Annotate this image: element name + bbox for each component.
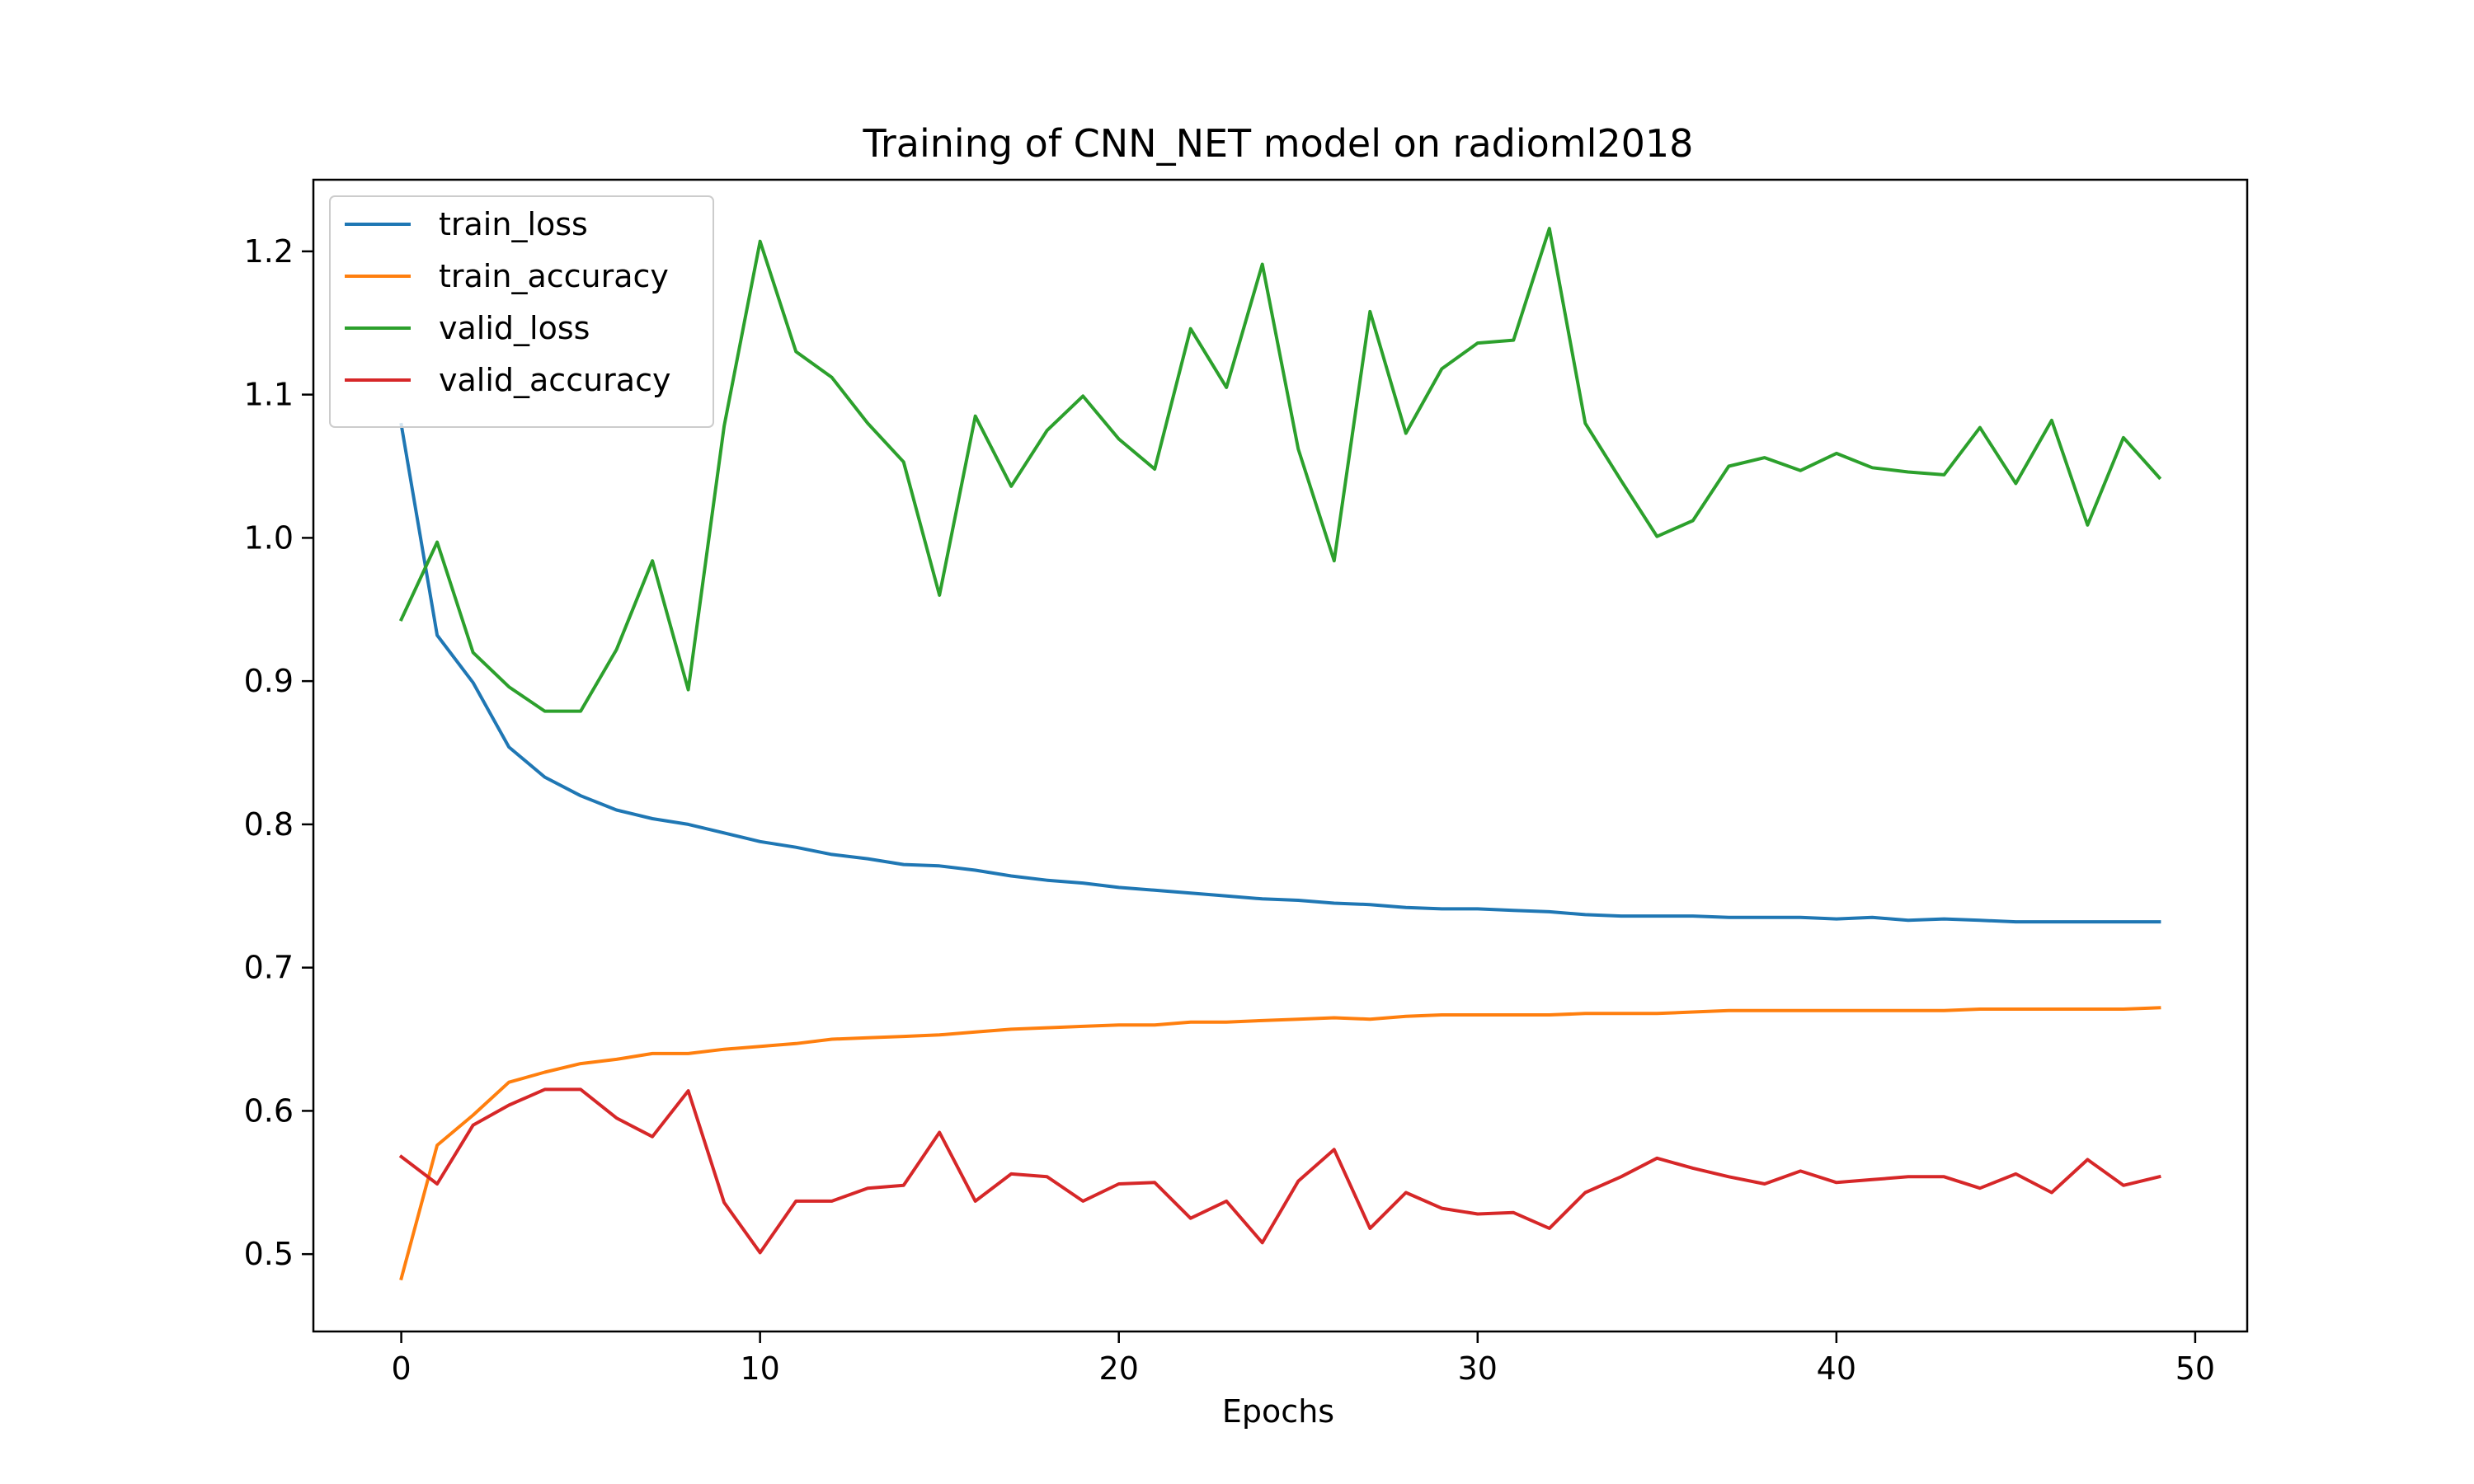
legend-box [329,195,714,428]
x-tick-label: 40 [1817,1350,1856,1387]
legend-label: train_accuracy [439,258,669,294]
chart-title: Training of CNN_NET model on radioml2018 [863,121,1694,166]
y-tick-label: 1.1 [244,377,294,413]
legend-label: valid_accuracy [439,362,670,398]
x-axis: 0 10 20 30 40 50 [391,1331,2215,1387]
series-line-train-accuracy [399,1006,2161,1281]
y-tick-label: 0.6 [244,1092,294,1129]
y-tick-label: 1.0 [244,519,294,556]
y-axis: 0.5 0.6 0.7 0.8 0.9 1.0 1.1 1.2 [244,233,313,1272]
x-tick-label: 10 [740,1350,779,1387]
y-tick-label: 1.2 [244,233,294,270]
x-tick-label: 50 [2175,1350,2215,1387]
y-tick-label: 0.8 [244,806,294,843]
x-tick-label: 30 [1458,1350,1498,1387]
plot-frame [312,178,2249,1333]
legend-label: valid_loss [439,310,590,346]
x-axis-label: Epochs [1222,1393,1334,1430]
series-line-valid-loss [398,227,2162,713]
plot-area [398,227,2162,1281]
y-tick-label: 0.9 [244,663,294,699]
y-tick-label: 0.5 [244,1236,294,1272]
legend: train_loss train_accuracy valid_loss valid_… [329,195,714,428]
y-tick-label: 0.7 [244,950,294,986]
series-line-train-loss [399,422,2161,924]
x-tick-label: 0 [391,1350,411,1387]
legend-label: train_loss [439,206,588,242]
x-tick-label: 20 [1099,1350,1139,1387]
series-line-valid-accuracy [398,1087,2161,1255]
